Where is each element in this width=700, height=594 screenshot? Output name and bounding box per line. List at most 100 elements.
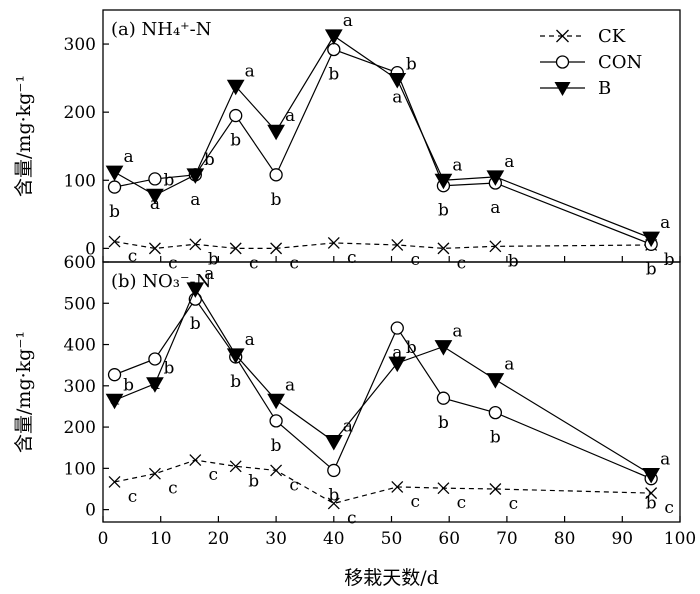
significance-letter-b-a: a — [660, 213, 670, 233]
legend-label-ck: CK — [598, 26, 626, 47]
significance-letter-b-a: a — [285, 106, 295, 126]
data-point-b-b — [146, 377, 164, 393]
significance-letter-ck-a: c — [411, 250, 421, 270]
y-axis-title-a: 含量/mg·kg⁻¹ — [13, 75, 35, 197]
x-tick-label: 20 — [208, 529, 230, 549]
data-point-b-a — [434, 173, 453, 190]
data-point-b-b — [486, 373, 505, 389]
legend-marker-b — [554, 82, 571, 96]
data-point-ck-b — [489, 483, 502, 495]
significance-letter-b-b: a — [285, 375, 295, 395]
y-tick-label-a: 100 — [64, 171, 96, 191]
x-tick-label: 80 — [554, 529, 576, 549]
significance-letter-ck-b: c — [128, 487, 138, 507]
significance-letter-b-a: a — [452, 155, 462, 175]
data-point-ck-a — [108, 235, 121, 248]
data-point-b-b — [105, 393, 124, 410]
y-tick-label-b: 100 — [64, 459, 96, 479]
significance-letter-ck-b: c — [347, 508, 357, 528]
significance-letter-ck-a: c — [457, 253, 467, 273]
significance-letter-b-a: b — [163, 170, 174, 190]
data-point-b-b — [267, 393, 285, 410]
significance-letter-b-a: a — [343, 11, 353, 31]
significance-letter-con-b: a — [392, 343, 402, 363]
significance-letter-b-b: a — [204, 264, 214, 284]
data-point-ck-b — [148, 467, 161, 480]
data-point-ck-b — [189, 454, 202, 467]
data-point-con-a — [107, 180, 122, 194]
data-point-con-b — [107, 368, 122, 382]
significance-letter-con-a: b — [438, 201, 449, 221]
significance-letter-con-b: b — [230, 372, 241, 392]
significance-letter-con-a: b — [230, 131, 241, 151]
significance-letter-ck-a: b — [208, 249, 219, 269]
significance-letter-con-b: b — [438, 413, 449, 433]
panel-label-b: (b) NO₃⁻-N — [111, 271, 211, 292]
data-point-b-a — [486, 170, 505, 186]
significance-letter-con-a: a — [190, 190, 200, 210]
significance-letter-b-a: b — [406, 54, 417, 74]
significance-letter-ck-a: c — [347, 248, 357, 268]
y-tick-label-b: 600 — [64, 253, 96, 273]
significance-letter-b-a: a — [123, 147, 133, 167]
significance-letter-con-a: b — [646, 259, 657, 279]
data-point-ck-b — [437, 482, 450, 495]
legend-label-con: CON — [598, 52, 642, 73]
data-point-con-a — [148, 172, 162, 186]
significance-letter-con-a: b — [328, 65, 339, 85]
significance-letter-b-b: a — [245, 330, 255, 350]
x-tick-label: 0 — [98, 529, 109, 549]
data-point-con-a — [229, 108, 243, 123]
data-point-b-a — [226, 79, 245, 96]
significance-letter-ck-a: c — [128, 247, 138, 267]
significance-letter-con-b: b — [490, 428, 501, 448]
significance-letter-b-b: a — [343, 417, 353, 437]
data-point-con-a — [269, 168, 283, 182]
y-tick-label-a: 300 — [64, 35, 96, 55]
significance-letter-ck-b: c — [209, 465, 219, 485]
data-point-b-a — [105, 165, 124, 182]
data-point-b-a — [267, 124, 285, 141]
x-axis-title: 移栽天数/d — [344, 567, 439, 589]
significance-letter-ck-a: c — [168, 253, 178, 273]
data-point-con-b — [327, 463, 341, 478]
significance-letter-ck-b: c — [664, 498, 674, 518]
data-point-ck-a — [148, 242, 161, 255]
significance-letter-ck-a: c — [249, 253, 259, 273]
y-axis-title-b: 含量/mg·kg⁻¹ — [13, 331, 35, 453]
significance-letter-b-b: a — [504, 355, 514, 375]
series-line-con-b — [114, 298, 652, 480]
data-point-ck-a — [229, 242, 242, 255]
significance-letter-con-b: b — [271, 436, 282, 456]
data-point-ck-a — [489, 240, 502, 253]
data-point-b-b — [226, 348, 245, 364]
data-point-con-b — [488, 405, 503, 420]
legend-label-b: B — [598, 78, 611, 99]
data-point-ck-a — [437, 242, 450, 255]
y-tick-label-b: 400 — [64, 336, 96, 356]
data-point-b-a — [324, 29, 343, 45]
series-line-ck-b — [114, 459, 652, 505]
x-tick-label: 50 — [381, 529, 403, 549]
data-point-con-b — [148, 352, 162, 366]
significance-letter-b-b: a — [452, 322, 462, 342]
significance-letter-con-a: a — [490, 198, 500, 218]
y-tick-label-b: 200 — [64, 418, 96, 438]
significance-letter-con-b: b — [646, 494, 657, 514]
x-tick-label: 100 — [664, 529, 696, 549]
significance-letter-b-b: a — [660, 450, 670, 470]
y-tick-label-b: 0 — [85, 501, 96, 521]
legend-marker-ck — [556, 29, 569, 43]
significance-letter-ck-b: c — [457, 493, 467, 513]
data-point-b-b — [186, 282, 205, 298]
significance-letter-ck-b: c — [509, 494, 519, 514]
data-point-b-a — [642, 231, 661, 248]
significance-letter-b-b: b — [406, 338, 417, 358]
data-point-b-a — [146, 188, 164, 205]
data-point-ck-b — [229, 460, 242, 473]
y-tick-label-b: 500 — [64, 294, 96, 314]
significance-letter-con-b: b — [190, 314, 201, 334]
significance-letter-con-b: b — [328, 485, 339, 505]
significance-letter-ck-b: c — [411, 492, 421, 512]
